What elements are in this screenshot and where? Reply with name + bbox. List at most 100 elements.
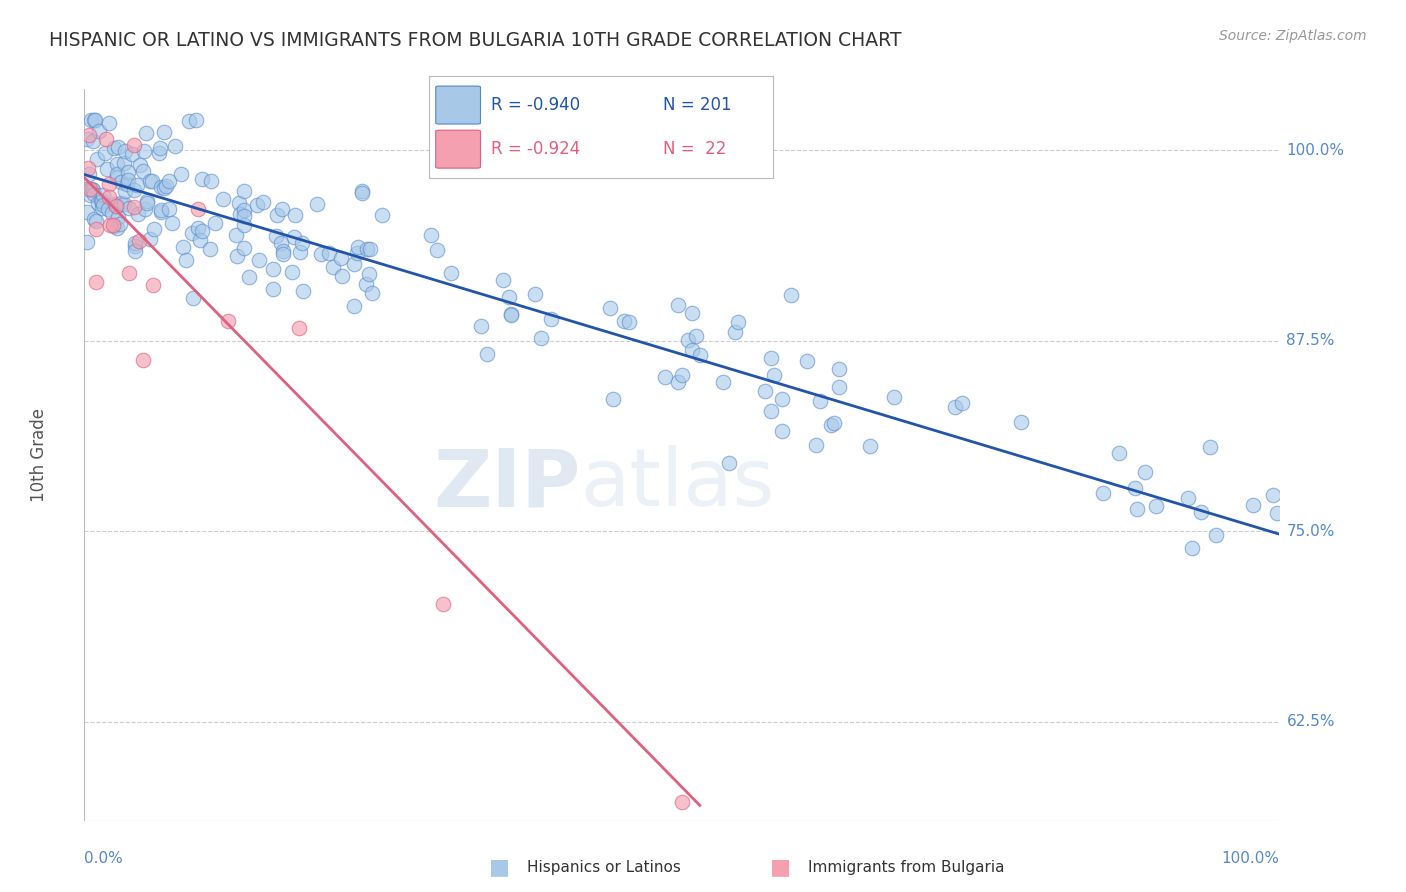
Point [101, 206, 124, 220]
Point [127, 178, 149, 192]
Point [134, 144, 156, 158]
Point [134, 202, 156, 217]
Point [122, 138, 145, 153]
Point [225, 249, 247, 263]
Point [681, 343, 703, 357]
Text: ■: ■ [770, 857, 790, 877]
Text: N =  22: N = 22 [664, 140, 727, 158]
Point [87, 123, 110, 137]
Point [105, 157, 128, 171]
Point [617, 315, 640, 329]
Point [1198, 441, 1220, 455]
Point [270, 235, 292, 250]
Point [97, 116, 120, 130]
Point [1265, 506, 1288, 520]
Point [262, 282, 284, 296]
Point [1126, 502, 1149, 516]
Point [329, 252, 352, 266]
Point [94, 132, 117, 146]
Point [823, 417, 845, 431]
Point [122, 184, 145, 198]
Point [84, 112, 107, 127]
Point [98, 218, 121, 232]
Point [84, 222, 107, 236]
Point [318, 245, 340, 260]
Point [132, 163, 155, 178]
Point [858, 439, 880, 453]
Point [262, 261, 284, 276]
Text: 100.0%: 100.0% [1222, 851, 1279, 866]
Point [681, 306, 703, 320]
Text: ZIP: ZIP [433, 445, 581, 524]
Text: atlas: atlas [581, 445, 775, 524]
Point [142, 277, 165, 292]
Point [94, 145, 117, 160]
Point [540, 312, 562, 326]
Point [689, 348, 711, 362]
Point [233, 218, 256, 232]
Point [475, 347, 498, 361]
Point [150, 205, 173, 219]
Point [118, 201, 141, 215]
Point [118, 266, 141, 280]
Point [86, 152, 108, 166]
Point [186, 112, 208, 127]
Point [252, 194, 274, 209]
Point [179, 113, 201, 128]
Point [80, 112, 103, 127]
Point [943, 401, 966, 415]
Point [188, 233, 211, 247]
Point [685, 329, 707, 343]
Point [713, 376, 735, 390]
Point [91, 188, 114, 202]
Point [124, 244, 146, 259]
Point [76, 182, 98, 196]
Point [160, 216, 183, 230]
Point [127, 207, 149, 221]
Point [288, 320, 311, 334]
Point [172, 240, 194, 254]
Point [84, 275, 107, 289]
Point [77, 167, 100, 181]
Point [283, 230, 305, 244]
Point [671, 368, 693, 383]
Point [90, 194, 112, 208]
Point [1177, 491, 1199, 506]
Point [426, 243, 449, 257]
Point [808, 393, 831, 408]
Point [266, 208, 288, 222]
Point [950, 396, 973, 410]
Point [139, 231, 162, 245]
Point [883, 390, 905, 404]
Text: R = -0.924: R = -0.924 [491, 140, 581, 158]
Point [110, 196, 132, 211]
Point [360, 286, 382, 301]
Point [343, 257, 366, 271]
Point [761, 351, 783, 366]
Point [149, 141, 172, 155]
Point [271, 202, 294, 216]
Point [290, 244, 312, 259]
Point [530, 331, 553, 345]
Point [827, 362, 849, 376]
Point [654, 370, 676, 384]
Point [84, 214, 107, 228]
Text: HISPANIC OR LATINO VS IMMIGRANTS FROM BULGARIA 10TH GRADE CORRELATION CHART: HISPANIC OR LATINO VS IMMIGRANTS FROM BU… [49, 31, 901, 50]
Point [83, 211, 105, 226]
Point [155, 179, 177, 194]
Point [200, 242, 222, 256]
Point [291, 235, 314, 250]
Point [105, 199, 128, 213]
Point [91, 198, 114, 212]
Point [1205, 528, 1227, 542]
Point [1189, 505, 1212, 519]
Point [190, 224, 212, 238]
Point [357, 268, 380, 282]
Point [439, 266, 461, 280]
Point [103, 218, 125, 232]
Point [1261, 488, 1284, 502]
Point [1123, 482, 1146, 496]
Point [233, 241, 256, 255]
Point [292, 284, 315, 298]
Point [754, 384, 776, 398]
